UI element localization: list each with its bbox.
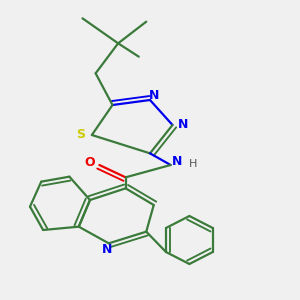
Text: O: O (85, 156, 95, 169)
Text: N: N (149, 89, 160, 103)
Text: S: S (76, 128, 85, 142)
Text: N: N (102, 243, 112, 256)
Text: N: N (178, 118, 188, 131)
Text: N: N (172, 155, 183, 168)
Text: H: H (189, 159, 197, 169)
